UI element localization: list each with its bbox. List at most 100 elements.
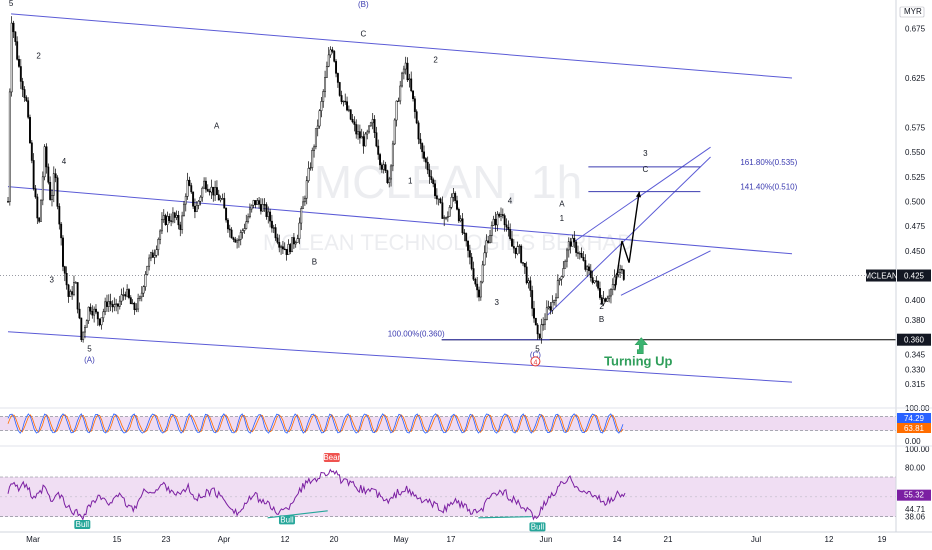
circled-wave-label: 4	[533, 359, 537, 366]
rsi-value: 55.32	[904, 491, 925, 500]
candle-body	[608, 295, 611, 299]
candle-body	[415, 111, 418, 124]
support-value: 0.360	[904, 336, 925, 345]
candle-body	[47, 166, 50, 183]
wave-label: B	[599, 315, 604, 324]
candle-body	[450, 197, 453, 208]
candle-body	[322, 91, 325, 102]
candle-body	[454, 193, 457, 201]
candle-body	[467, 240, 469, 251]
candle-body	[560, 276, 563, 280]
candle-body	[580, 252, 583, 258]
candle-body	[212, 186, 215, 196]
candle-body	[164, 215, 167, 225]
candle-body	[303, 197, 306, 203]
currency-box	[899, 6, 925, 18]
wave-label: C	[360, 30, 366, 39]
price-tick-label: 0.500	[905, 197, 926, 206]
candle-body	[204, 180, 207, 190]
candle-body	[270, 220, 273, 229]
candle-body	[23, 89, 26, 98]
fib-level-label: 141.40%(0.510)	[740, 183, 797, 192]
candle-body	[84, 327, 86, 333]
candle-body	[65, 273, 68, 286]
candle-body	[98, 318, 101, 326]
price-tick-label: 0.475	[905, 222, 926, 231]
candle-body	[428, 169, 431, 177]
candle-body	[320, 101, 323, 112]
candle-body	[371, 119, 374, 124]
candle-body	[237, 239, 240, 242]
stoch-d-badge	[897, 423, 931, 433]
wave-label: B	[312, 258, 317, 267]
turning-up-arrow-icon	[634, 337, 648, 354]
candle-body	[234, 239, 237, 243]
candle-body	[19, 66, 22, 82]
candle-body	[531, 290, 534, 309]
candle-body	[562, 268, 565, 277]
candle-body	[115, 303, 118, 305]
candle-body	[340, 95, 343, 102]
candle-body	[599, 288, 601, 298]
candle-body	[483, 252, 486, 266]
candle-body	[430, 176, 433, 180]
wave-label: 5	[87, 345, 92, 354]
candle-body	[549, 306, 552, 311]
candle-body	[485, 240, 488, 254]
candle-body	[547, 306, 550, 309]
candle-body	[584, 260, 587, 270]
candle-body	[117, 303, 119, 307]
candle-body	[536, 324, 539, 335]
candle-body	[182, 203, 185, 217]
time-tick-label: 23	[162, 535, 171, 544]
candle-body	[423, 151, 425, 159]
candle-body	[569, 241, 572, 247]
candle-body	[41, 176, 44, 201]
candle-body	[228, 228, 231, 231]
channel-line	[620, 250, 711, 296]
candle-body	[604, 298, 607, 302]
candle-body	[100, 317, 103, 326]
candle-body	[314, 128, 317, 148]
stoch-band	[0, 416, 896, 431]
candle-body	[357, 131, 360, 135]
candle-body	[360, 136, 363, 139]
price-tick-label: 0.315	[905, 380, 926, 389]
bull-divergence-line	[267, 510, 328, 519]
candle-body	[104, 301, 107, 313]
candle-body	[232, 237, 235, 240]
time-tick-label: 19	[878, 535, 887, 544]
candle-body	[406, 62, 409, 81]
candle-body	[254, 200, 257, 205]
candle-body	[417, 122, 420, 140]
candle-body	[219, 198, 222, 201]
channel-line	[7, 186, 793, 255]
candle-body	[179, 224, 182, 230]
candle-body	[16, 41, 19, 60]
candle-body	[190, 185, 193, 193]
candle-body	[188, 179, 191, 186]
candle-body	[379, 154, 381, 166]
price-tick-label: 0.450	[905, 247, 926, 256]
candle-body	[269, 211, 272, 222]
candle-body	[296, 238, 299, 243]
candle-body	[586, 266, 589, 270]
candle-body	[294, 242, 297, 245]
candle-body	[468, 250, 471, 258]
stoch-k-value: 74.29	[904, 414, 925, 423]
wave-label: A	[559, 199, 565, 208]
price-tick-label: 0.345	[905, 351, 926, 360]
candle-body	[199, 196, 202, 202]
candle-body	[201, 187, 204, 198]
signal-badge	[278, 515, 295, 525]
candle-body	[456, 200, 458, 210]
candle-body	[95, 308, 97, 313]
candle-body	[595, 280, 598, 282]
candle-body	[118, 300, 121, 307]
candle-body	[358, 131, 361, 139]
candle-body	[335, 61, 338, 74]
candle-body	[281, 246, 284, 250]
candle-body	[481, 264, 484, 283]
price-tick-label: 0.675	[905, 25, 926, 34]
candle-body	[261, 204, 264, 212]
